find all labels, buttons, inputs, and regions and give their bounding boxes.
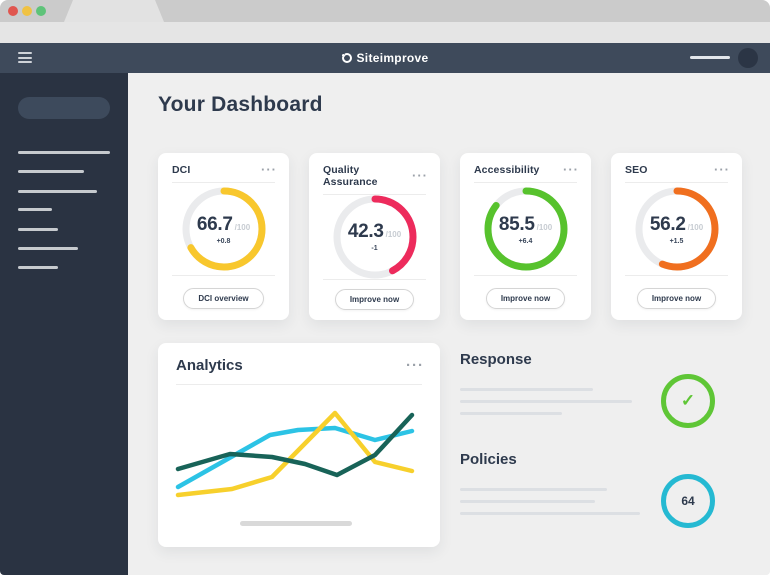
analytics-chart: [175, 410, 415, 498]
dci-card: DCI ··· 66.7 /100: [158, 153, 289, 320]
menu-icon[interactable]: [18, 52, 32, 64]
more-options-icon[interactable]: ···: [563, 162, 579, 177]
score-value: 56.2: [649, 213, 686, 235]
policies-count: 64: [681, 494, 695, 508]
dci-overview-button[interactable]: DCI overview: [183, 287, 264, 309]
policies-text-placeholder: [460, 500, 595, 503]
accessibility-score-donut: 85.5 /100 +6.4: [484, 187, 568, 271]
sidebar: [0, 73, 128, 575]
sidebar-item-placeholder: [18, 151, 110, 154]
score-cards-row: DCI ··· 66.7 /100: [158, 153, 742, 320]
card-title: SEO: [625, 164, 648, 176]
page-title: Your Dashboard: [158, 93, 323, 116]
status-column: Response ✓ Policies 64: [460, 343, 760, 575]
more-options-icon[interactable]: ···: [412, 168, 428, 183]
score-max: /100: [234, 222, 251, 232]
siteimprove-logo-icon: [340, 53, 352, 63]
response-text-placeholder: [460, 412, 562, 415]
score-delta: +6.4: [518, 237, 533, 245]
app-navbar: Siteimprove: [0, 43, 770, 73]
zoom-window-button[interactable]: [36, 6, 46, 16]
improve-now-button[interactable]: Improve now: [334, 289, 415, 311]
score-value: 42.3: [347, 221, 384, 243]
qa-score-donut: 42.3 /100 -1: [333, 195, 417, 279]
browser-tab-bar: [0, 0, 770, 22]
score-value: 66.7: [196, 213, 233, 235]
browser-address-bar: [0, 22, 770, 43]
analytics-title: Analytics: [176, 357, 243, 374]
score-delta: +1.5: [669, 237, 684, 245]
seo-score-donut: 56.2 /100 +1.5: [635, 187, 719, 271]
user-avatar[interactable]: [738, 48, 758, 68]
sidebar-item-placeholder: [18, 247, 78, 250]
more-options-icon[interactable]: ···: [261, 162, 277, 177]
analytics-card: Analytics ···: [158, 343, 440, 547]
improve-now-button[interactable]: Improve now: [636, 287, 717, 309]
response-text-placeholder: [460, 400, 632, 403]
response-title: Response: [460, 351, 532, 368]
score-max: /100: [385, 230, 402, 240]
quality-assurance-card: Quality Assurance ··· 42.3 /100: [309, 153, 440, 320]
sidebar-item-placeholder: [18, 266, 58, 269]
brand-name: Siteimprove: [356, 51, 429, 65]
sidebar-item-placeholder: [18, 170, 84, 173]
browser-tab[interactable]: [64, 0, 164, 22]
navbar-text-placeholder: [690, 56, 730, 59]
card-title: Quality Assurance: [323, 164, 378, 188]
minimize-window-button[interactable]: [22, 6, 32, 16]
response-text-placeholder: [460, 388, 593, 391]
sidebar-item-placeholder: [18, 190, 97, 193]
close-window-button[interactable]: [8, 6, 18, 16]
dci-score-donut: 66.7 /100 +0.8: [182, 187, 266, 271]
more-options-icon[interactable]: ···: [406, 356, 424, 374]
chart-axis-placeholder: [240, 521, 352, 526]
score-max: /100: [687, 222, 704, 232]
check-icon: ✓: [680, 391, 696, 410]
sidebar-item-placeholder: [18, 208, 52, 211]
score-value: 85.5: [498, 213, 535, 235]
more-options-icon[interactable]: ···: [714, 162, 730, 177]
sidebar-active-item[interactable]: [18, 97, 110, 119]
card-title: Accessibility: [474, 164, 540, 176]
policies-title: Policies: [460, 451, 517, 468]
siteimprove-logo[interactable]: Siteimprove: [0, 43, 770, 73]
score-max: /100: [536, 222, 553, 232]
policies-count-circle: 64: [661, 474, 715, 528]
improve-now-button[interactable]: Improve now: [485, 287, 566, 309]
accessibility-card: Accessibility ··· 85.5 /100: [460, 153, 591, 320]
score-delta: -1: [371, 245, 378, 253]
card-title: DCI: [172, 164, 191, 176]
policies-text-placeholder: [460, 488, 607, 491]
seo-card: SEO ··· 56.2 /100: [611, 153, 742, 320]
score-delta: +0.8: [216, 237, 231, 245]
response-status-circle: ✓: [661, 374, 715, 428]
sidebar-item-placeholder: [18, 228, 58, 231]
main-content: Your Dashboard DCI ···: [128, 73, 770, 575]
policies-text-placeholder: [460, 512, 640, 515]
